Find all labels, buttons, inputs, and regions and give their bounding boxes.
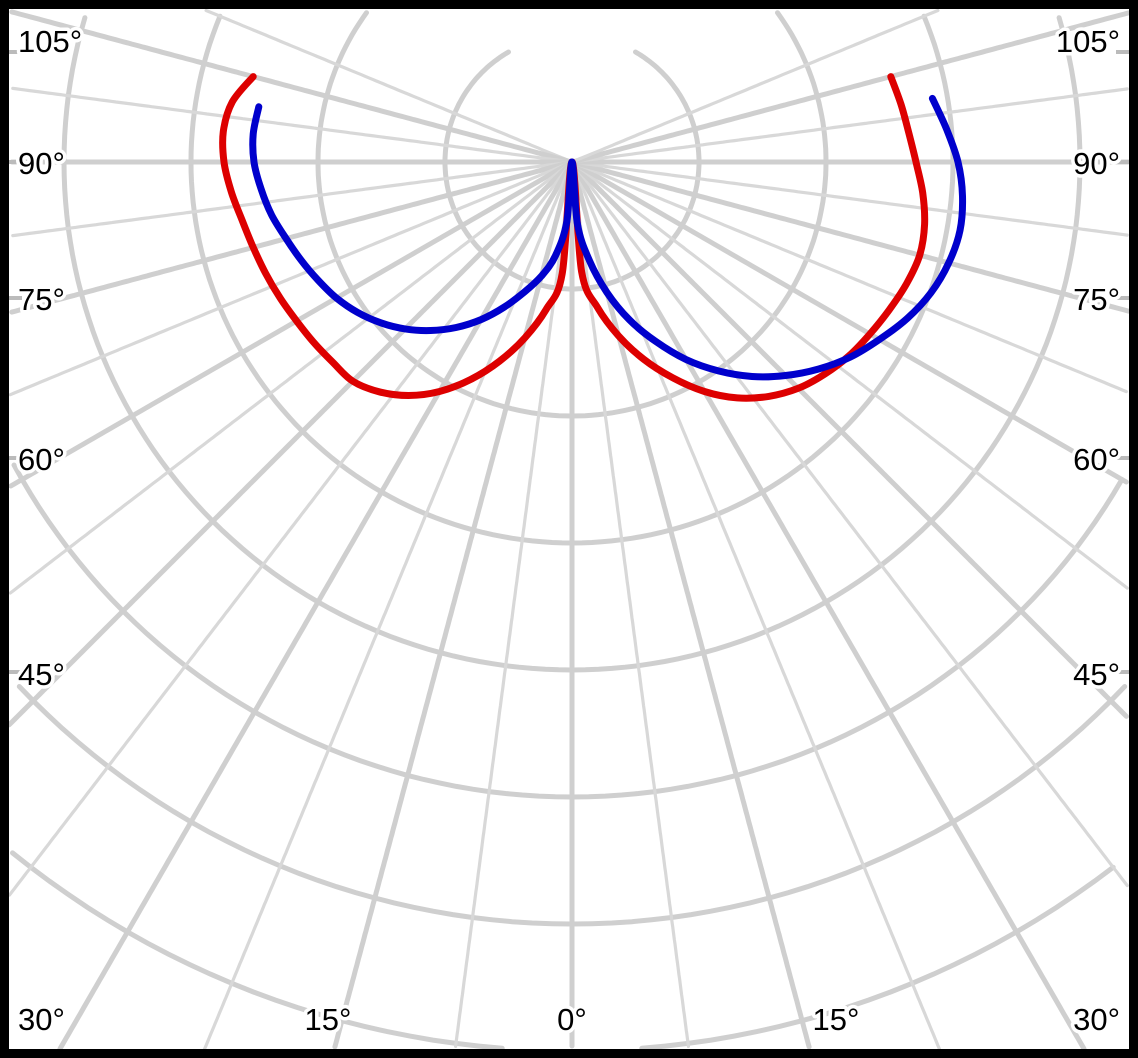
grid-spoke--75deg bbox=[9, 159, 575, 315]
right-axis-label-5: 30° bbox=[1073, 1002, 1120, 1037]
grid-spoke-15deg bbox=[569, 159, 812, 1050]
grid-spoke--82p5deg bbox=[11, 160, 574, 238]
grid-spoke-67p5deg bbox=[570, 160, 1128, 394]
bottom-axis-label-halo-3: 15° bbox=[813, 1002, 860, 1037]
grid-spoke--97p5deg bbox=[11, 86, 574, 164]
bottom-axis-label-4: 30° bbox=[1073, 1002, 1120, 1037]
bottom-axis-label-0: 30° bbox=[18, 1002, 65, 1037]
grid-spoke-45deg bbox=[569, 159, 1129, 719]
grid-spoke--112p5deg bbox=[204, 8, 574, 164]
bottom-axis-label-halo-4: 30° bbox=[1073, 1002, 1120, 1037]
grid-spoke-112p5deg bbox=[570, 8, 940, 164]
right-axis-label-1: 90° bbox=[1073, 146, 1120, 181]
grid-spoke-30deg bbox=[569, 159, 1087, 1052]
right-axis-label-2: 75° bbox=[1073, 282, 1120, 317]
grid-spoke--67p5deg bbox=[8, 160, 574, 397]
bottom-axis-label-halo-1: 15° bbox=[305, 1002, 352, 1037]
bottom-axis-label-halo-0: 30° bbox=[18, 1002, 65, 1037]
grid-spoke-75deg bbox=[569, 159, 1131, 314]
grid-spoke--105deg bbox=[9, 9, 575, 165]
right-axis-label-0: 105° bbox=[1056, 24, 1120, 59]
right-axis-label-halo-5: 30° bbox=[1073, 1002, 1120, 1037]
grid-spoke-97p5deg bbox=[570, 87, 1129, 164]
series-curve-blue bbox=[249, 94, 967, 381]
left-axis-label-halo-5: 30° bbox=[18, 1002, 65, 1037]
grid-spoke--60deg bbox=[8, 159, 575, 489]
left-axis-label-5: 30° bbox=[18, 1002, 65, 1037]
grid-spoke-52p5deg bbox=[570, 160, 1129, 590]
series-group bbox=[219, 73, 967, 402]
left-axis-label-4: 45° bbox=[18, 657, 65, 692]
grid-spoke-37p5deg bbox=[570, 160, 1129, 888]
left-axis-label-0: 105° bbox=[18, 24, 82, 59]
left-axis-label-halo-3: 60° bbox=[18, 442, 65, 477]
right-axis-label-halo-3: 60° bbox=[1073, 442, 1120, 477]
left-axis-labels-group: 105°105°90°90°75°75°60°60°45°45°30°30° bbox=[15, 21, 86, 1041]
right-axis-label-halo-2: 75° bbox=[1073, 282, 1120, 317]
right-axis-label-halo-0: 105° bbox=[1056, 24, 1120, 59]
left-axis-label-1: 90° bbox=[18, 146, 65, 181]
edge-tick-marks-group bbox=[9, 50, 1129, 674]
grid-ring-7 bbox=[10, 850, 1116, 1051]
grid-spoke-82p5deg bbox=[570, 160, 1129, 237]
grid-spoke--15deg bbox=[332, 159, 575, 1050]
grid-spoke-22p5deg bbox=[570, 160, 941, 1051]
left-axis-label-2: 75° bbox=[18, 282, 65, 317]
right-axis-labels-group: 105°105°90°90°75°75°60°60°45°45°30°30° bbox=[1052, 21, 1123, 1041]
grid-spoke-105deg bbox=[569, 10, 1131, 165]
left-axis-label-3: 60° bbox=[18, 442, 65, 477]
grid-ring-5 bbox=[11, 462, 1125, 800]
left-axis-label-halo-4: 45° bbox=[18, 657, 65, 692]
grid-spoke--7p5deg bbox=[454, 160, 574, 1048]
right-axis-label-3: 60° bbox=[1073, 442, 1120, 477]
bottom-axis-label-2: 0° bbox=[557, 1002, 587, 1037]
right-axis-label-4: 45° bbox=[1073, 657, 1120, 692]
grid-spoke-60deg bbox=[569, 159, 1129, 485]
grid-spoke--37p5deg bbox=[7, 160, 574, 897]
grid-spoke--30deg bbox=[57, 159, 575, 1052]
right-axis-label-halo-4: 45° bbox=[1073, 657, 1120, 692]
right-axis-label-halo-1: 90° bbox=[1073, 146, 1120, 181]
bottom-axis-label-3: 15° bbox=[813, 1002, 860, 1037]
left-axis-label-halo-1: 90° bbox=[18, 146, 65, 181]
bottom-axis-label-halo-2: 0° bbox=[557, 1002, 587, 1037]
bottom-axis-labels-group: 30°30° 15°15° 0°0° 15°15° 30°30° bbox=[15, 999, 1124, 1041]
grid-spoke-7p5deg bbox=[570, 160, 690, 1048]
grid-spokes-group bbox=[6, 8, 1131, 1052]
grid-spoke--45deg bbox=[6, 159, 575, 728]
bottom-axis-label-1: 15° bbox=[305, 1002, 352, 1037]
grid-spoke--52p5deg bbox=[8, 160, 574, 595]
left-axis-label-halo-2: 75° bbox=[18, 282, 65, 317]
left-axis-label-halo-0: 105° bbox=[18, 24, 82, 59]
grid-spoke--22p5deg bbox=[203, 160, 574, 1051]
